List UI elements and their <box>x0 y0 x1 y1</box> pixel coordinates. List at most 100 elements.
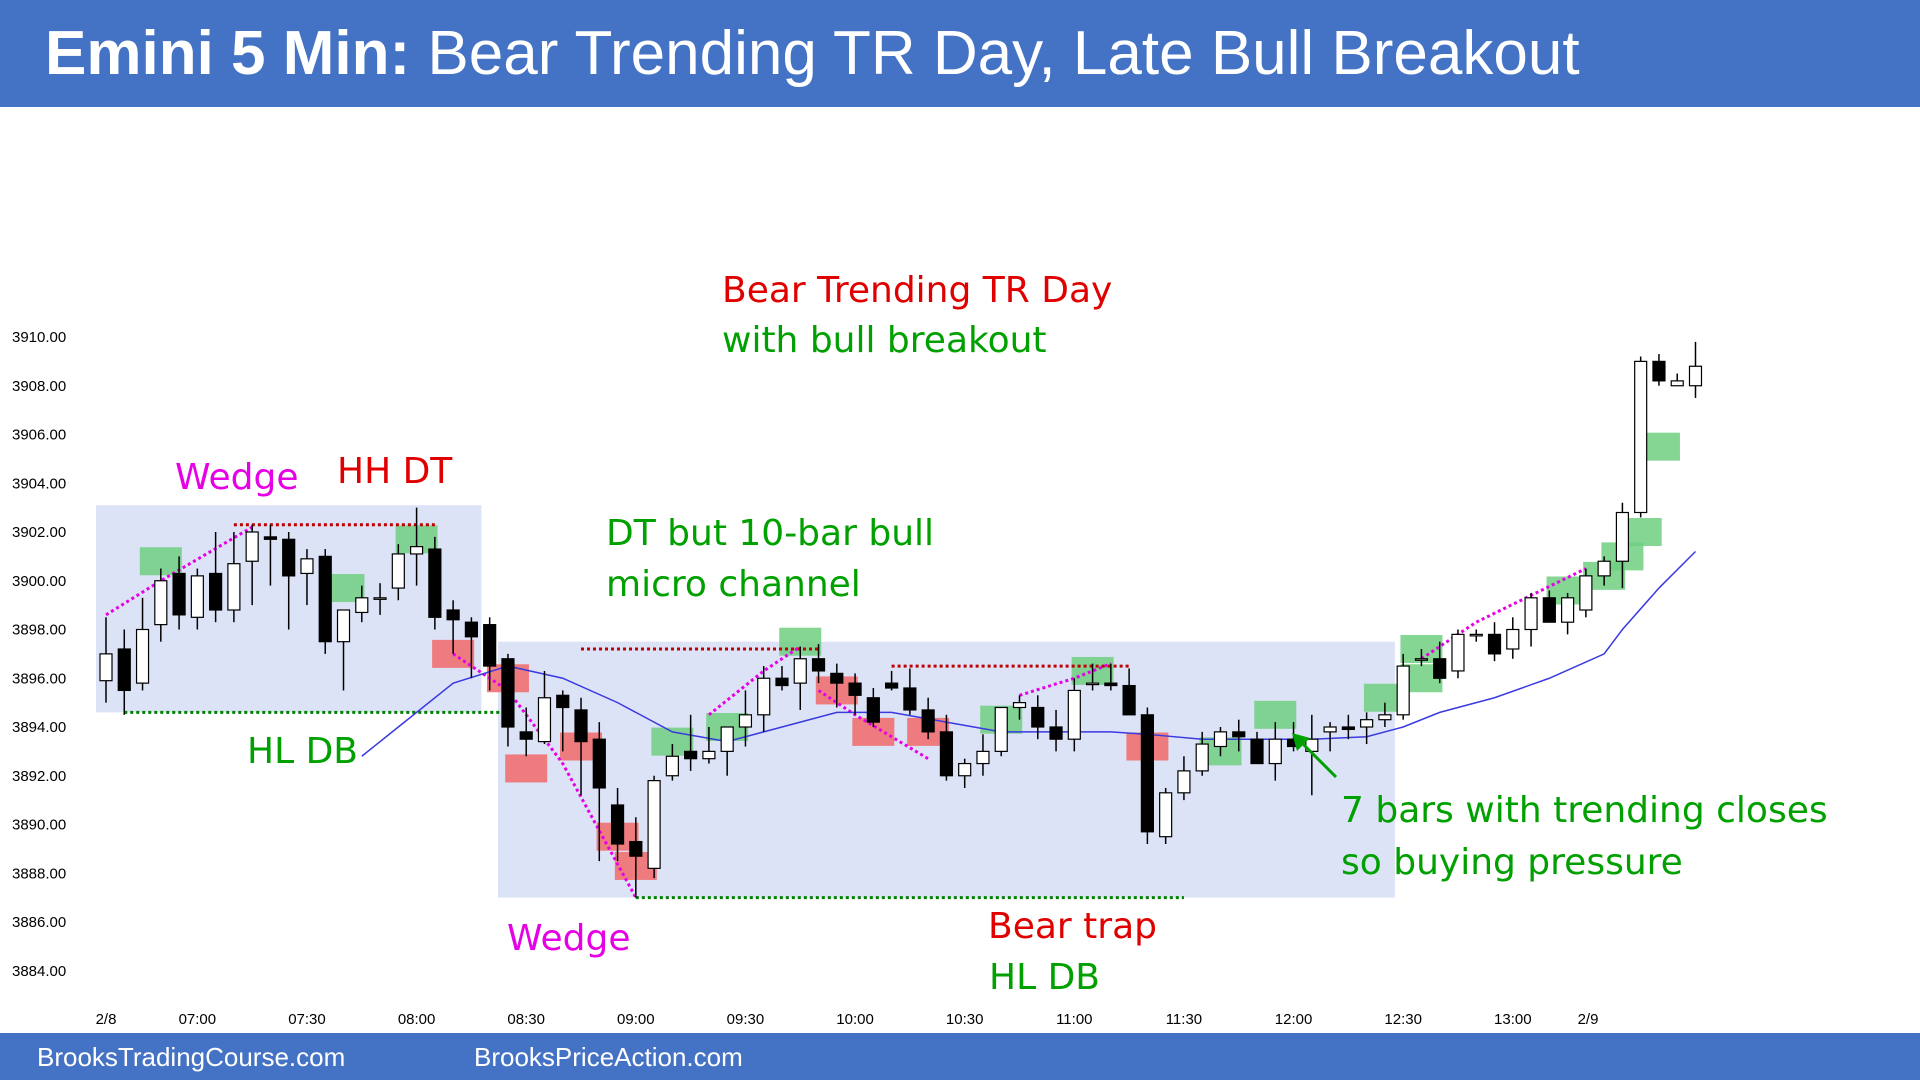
bull-candle-body <box>976 750 990 765</box>
bear-candle-body <box>866 697 880 723</box>
x-tick-label: 07:30 <box>288 1011 326 1028</box>
bear-candle-body <box>209 572 223 611</box>
bear-candle-body <box>1232 731 1246 738</box>
x-tick-label: 12:00 <box>1275 1011 1313 1028</box>
candle <box>866 688 880 727</box>
bear-candle-body <box>885 682 899 689</box>
title-banner: Emini 5 Min: Bear Trending TR Day, Late … <box>0 0 1920 107</box>
candle <box>391 544 405 601</box>
candle <box>1159 787 1173 844</box>
candle <box>117 629 131 715</box>
bear-candle-body <box>1250 738 1264 765</box>
bull-candle-body <box>702 750 716 760</box>
bull-candle-body <box>355 597 369 614</box>
bull-candle-body <box>647 780 661 869</box>
candle <box>1341 714 1355 740</box>
bull-candle-body <box>757 677 771 716</box>
candles <box>99 341 1703 898</box>
bull-candle-body <box>336 609 351 643</box>
candle <box>318 549 332 654</box>
candle <box>1634 356 1648 518</box>
title-bold: Emini 5 Min: <box>45 19 411 88</box>
moving-average <box>361 550 1697 757</box>
candle <box>1652 354 1666 386</box>
candle <box>537 670 552 745</box>
annotation-wedge: Wedge <box>175 457 299 498</box>
annotation-hh-dt: HH DT <box>337 451 453 492</box>
bull-candle-body <box>1688 365 1703 387</box>
bear-candle-body <box>1104 682 1118 687</box>
support-resistance-lines <box>124 523 1184 900</box>
candle <box>501 653 515 747</box>
bear-candle-body <box>501 658 515 728</box>
bull-candle-body <box>665 755 679 777</box>
bear-candle-body <box>610 804 625 845</box>
candle <box>1177 756 1191 801</box>
x-tick-label: 10:00 <box>836 1011 874 1028</box>
candle <box>1542 590 1556 623</box>
bear-candle-body <box>939 731 954 777</box>
candle <box>994 706 1008 757</box>
bull-candle-body <box>99 653 113 682</box>
bear-candle-body <box>1433 658 1447 679</box>
candle <box>300 549 314 606</box>
y-tick-label: 3896.00 <box>12 670 66 687</box>
bull-candle-body <box>1195 743 1209 772</box>
candle <box>1560 592 1575 635</box>
bear-candle-body <box>117 648 131 692</box>
candle <box>647 775 661 879</box>
candlestick-chart: 3910.00 3908.00 3906.00 3904.00 3902.00 3900.… <box>12 270 1828 1028</box>
candle <box>1031 695 1045 740</box>
page-title: Emini 5 Min: Bear Trending TR Day, Late … <box>45 14 1580 94</box>
y-tick-label: 3900.00 <box>12 573 66 590</box>
annotation-bear-trap: Bear trap <box>988 906 1157 947</box>
candle <box>720 726 734 776</box>
candle <box>757 666 771 732</box>
bull-candle-body <box>1451 633 1465 672</box>
wedge-line <box>1019 662 1112 697</box>
candle <box>172 556 186 630</box>
bear-candle-body <box>282 538 296 577</box>
candle <box>939 714 954 781</box>
bear-candle-body <box>684 750 698 760</box>
bear-candle-body <box>1542 597 1556 623</box>
bull-candle-body <box>1323 726 1337 733</box>
candle <box>1688 341 1703 398</box>
bear-candle-body <box>1049 726 1063 740</box>
x-tick-label: 12:30 <box>1384 1011 1422 1028</box>
candle <box>1487 622 1502 662</box>
x-tick-label: 11:00 <box>1056 1011 1092 1028</box>
bull-candle-body <box>391 553 405 589</box>
bull-candle-body <box>1177 770 1191 794</box>
candle <box>1670 373 1684 387</box>
candle <box>1268 722 1282 781</box>
bull-candle-body <box>958 762 972 777</box>
candle <box>1213 727 1228 757</box>
candle <box>355 585 369 623</box>
candle <box>1104 663 1118 691</box>
bear-candle-body <box>848 682 862 696</box>
y-tick-label: 3884.00 <box>12 963 66 980</box>
bull-candle-body <box>1067 689 1081 740</box>
candle <box>336 609 351 691</box>
candle <box>1506 617 1520 659</box>
bull-candle-body <box>1634 360 1648 514</box>
candle <box>921 697 935 740</box>
bull-candle-body <box>738 714 753 728</box>
candle <box>282 532 296 630</box>
bull-candle-body <box>1213 731 1228 748</box>
bear-candle-body <box>428 548 442 618</box>
candle <box>1469 629 1483 642</box>
bull-candle-body <box>1360 719 1374 728</box>
annotation-bear-trending-tr-day: Bear Trending TR Day <box>722 270 1112 311</box>
annotation-dt-but-10-bar-bull: DT but 10-bar bull <box>606 513 934 554</box>
y-tick-label: 3890.00 <box>12 817 66 834</box>
y-tick-label: 3902.00 <box>12 524 66 541</box>
wedge-line <box>452 652 638 899</box>
candle <box>1360 712 1374 745</box>
x-tick-label: 10:30 <box>946 1011 984 1028</box>
candle <box>592 722 606 862</box>
bear-candle-body <box>811 658 826 672</box>
bear-candle-body <box>629 840 643 857</box>
candle <box>154 568 168 642</box>
